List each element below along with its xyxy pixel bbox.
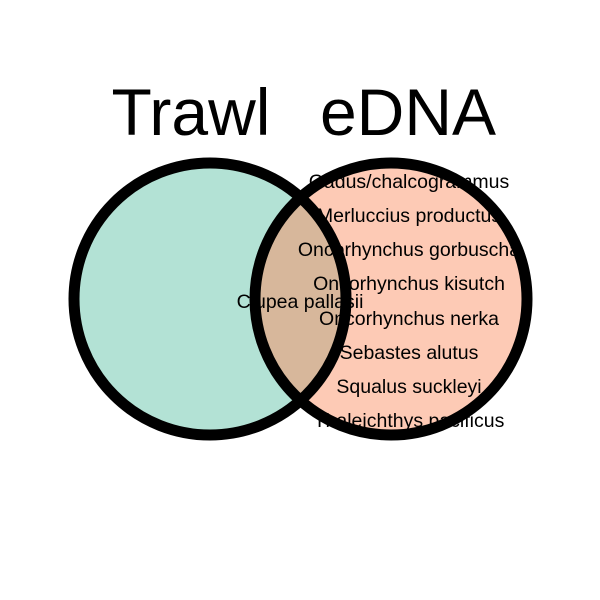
trawl-set-title: Trawl <box>112 75 271 149</box>
edna-only-species-label: Oncorhynchus nerka <box>319 308 499 330</box>
edna-circle-outline <box>249 157 533 441</box>
edna-only-species-label: Merluccius productus <box>317 205 501 227</box>
shared-species-label: Clupea pallasii <box>237 291 364 313</box>
edna-only-species-label: Squalus suckleyi <box>336 376 481 398</box>
edna-only-species-label: Gadus/chalcogrammus <box>309 171 510 193</box>
edna-only-species-label: Sebastes alutus <box>340 342 479 364</box>
edna-only-species-label: Oncorhynchus kisutch <box>313 273 505 295</box>
trawl-circle-outline <box>68 157 352 441</box>
edna-only-species-label: Oncorhynchus gorbuscha <box>298 239 520 261</box>
edna-only-species-label: Thaleichthys pacificus <box>314 410 505 432</box>
edna-set-title: eDNA <box>320 75 496 149</box>
